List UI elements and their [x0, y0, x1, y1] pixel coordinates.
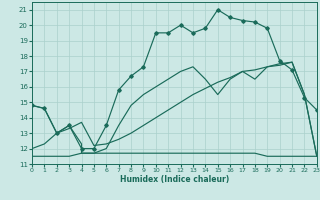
X-axis label: Humidex (Indice chaleur): Humidex (Indice chaleur)	[120, 175, 229, 184]
